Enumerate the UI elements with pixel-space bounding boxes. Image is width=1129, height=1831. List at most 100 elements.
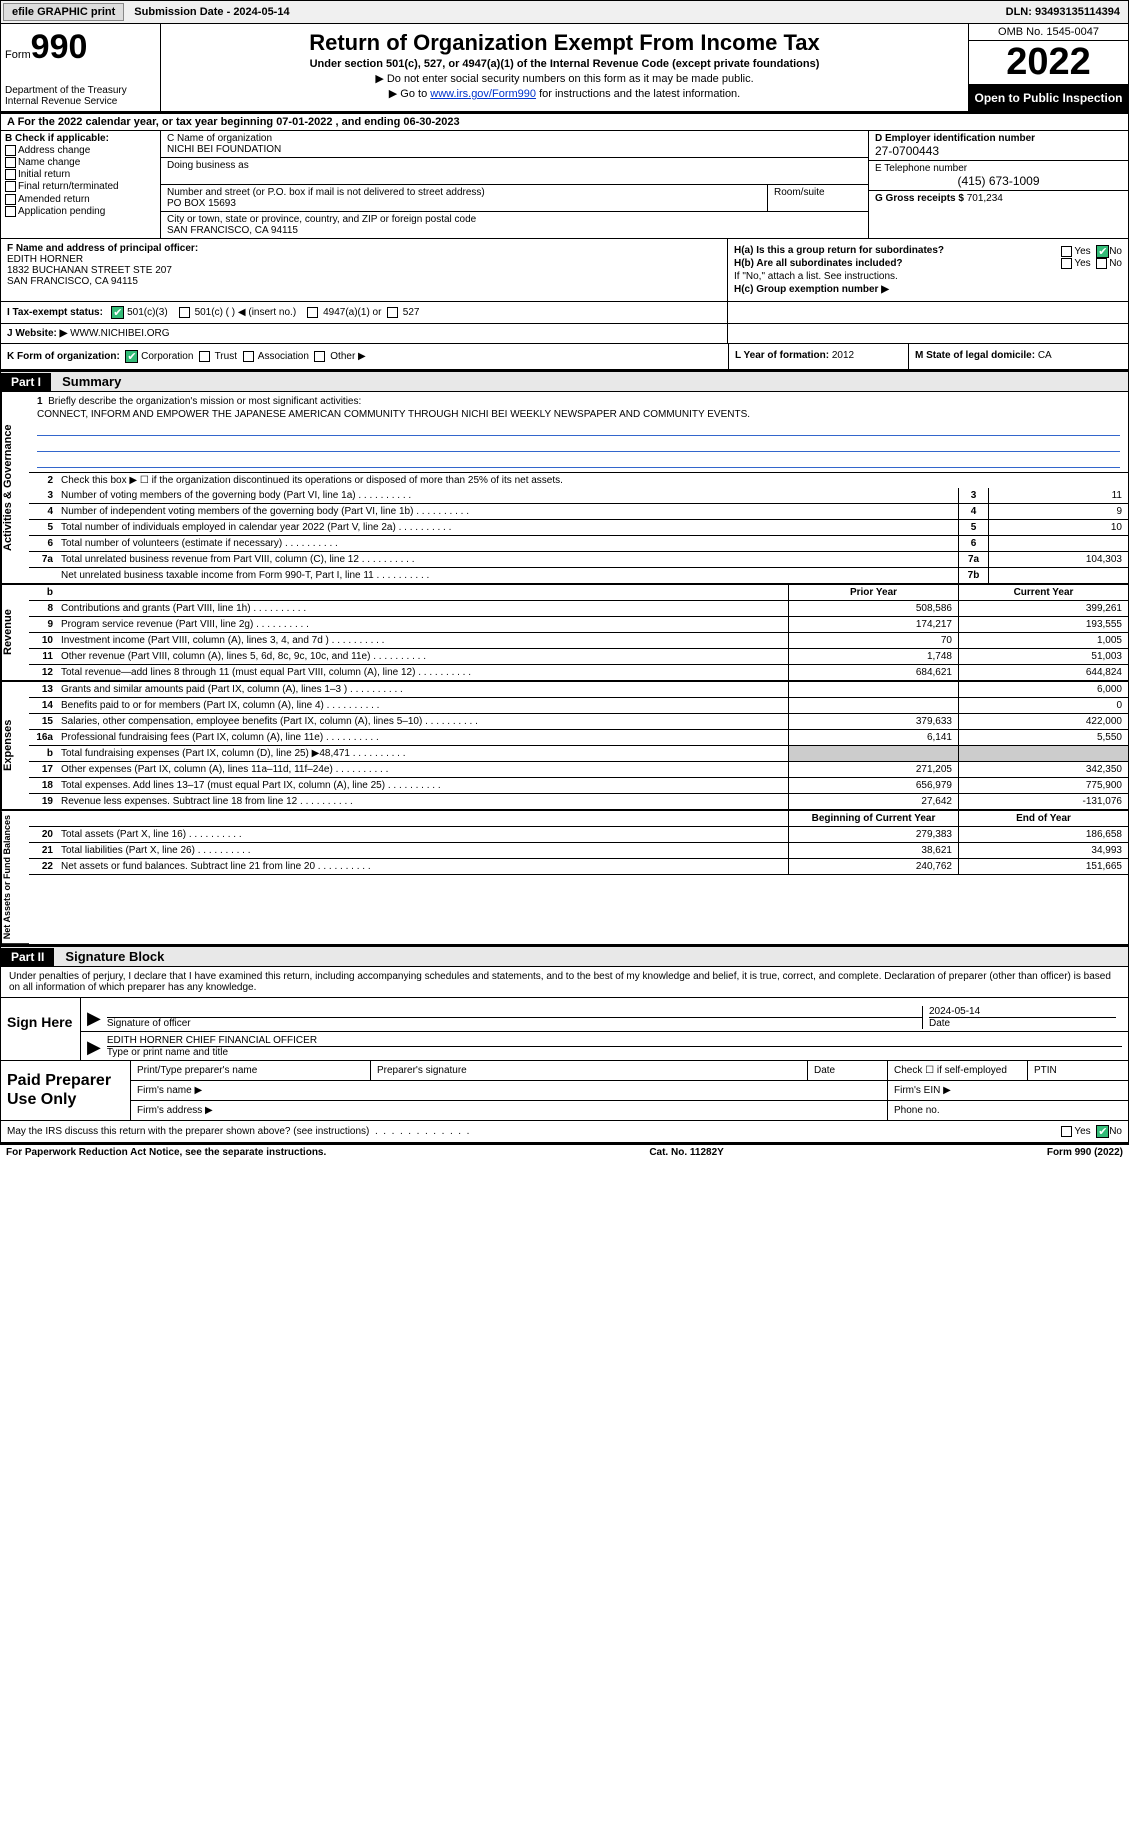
penalty-text: Under penalties of perjury, I declare th… bbox=[1, 967, 1128, 998]
summary-row: 4Number of independent voting members of… bbox=[29, 504, 1128, 520]
lbl-no: No bbox=[1109, 246, 1122, 257]
col-b-checkboxes: B Check if applicable: Address change Na… bbox=[1, 131, 161, 238]
lbl-501c3: 501(c)(3) bbox=[127, 307, 168, 318]
lbl-address-change: Address change bbox=[18, 145, 90, 156]
chk-501c3[interactable] bbox=[111, 306, 124, 319]
side-expenses: Expenses bbox=[1, 682, 29, 810]
blue-line-3 bbox=[37, 454, 1120, 468]
form-subtitle-2: ▶ Do not enter social security numbers o… bbox=[165, 72, 964, 85]
chk-discuss-yes[interactable] bbox=[1061, 1126, 1072, 1137]
chk-ha-yes[interactable] bbox=[1061, 246, 1072, 257]
chk-assoc[interactable] bbox=[243, 351, 254, 362]
prep-sig-label: Preparer's signature bbox=[371, 1061, 808, 1080]
blue-line-2 bbox=[37, 438, 1120, 452]
summary-row: 9Program service revenue (Part VIII, lin… bbox=[29, 617, 1128, 633]
officer-addr1: 1832 BUCHANAN STREET STE 207 bbox=[7, 265, 721, 276]
summary-row: bTotal fundraising expenses (Part IX, co… bbox=[29, 746, 1128, 762]
summary-row: 14Benefits paid to or for members (Part … bbox=[29, 698, 1128, 714]
prep-name-label: Print/Type preparer's name bbox=[131, 1061, 371, 1080]
firm-phone-label: Phone no. bbox=[888, 1101, 1128, 1120]
phone-value: (415) 673-1009 bbox=[875, 174, 1122, 188]
chk-name-change[interactable] bbox=[5, 157, 16, 168]
chk-501c[interactable] bbox=[179, 307, 190, 318]
state-domicile-label: M State of legal domicile: bbox=[915, 350, 1035, 361]
chk-4947[interactable] bbox=[307, 307, 318, 318]
city-label: City or town, state or province, country… bbox=[167, 214, 862, 225]
dln-label: DLN: 93493135114394 bbox=[998, 4, 1128, 20]
footer-left: For Paperwork Reduction Act Notice, see … bbox=[6, 1147, 326, 1158]
hb-note: If "No," attach a list. See instructions… bbox=[734, 271, 1122, 282]
prep-date-label: Date bbox=[808, 1061, 888, 1080]
form-header: Form990 Department of the Treasury Inter… bbox=[0, 24, 1129, 112]
lbl-527: 527 bbox=[403, 307, 420, 318]
expenses-block: Expenses 13Grants and similar amounts pa… bbox=[0, 682, 1129, 811]
sig-date-label: Date bbox=[929, 1017, 1116, 1029]
irs-link[interactable]: www.irs.gov/Form990 bbox=[430, 88, 536, 100]
k-label: K Form of organization: bbox=[7, 351, 120, 362]
part2-bar: Part II Signature Block bbox=[0, 945, 1129, 967]
summary-row: 6Total number of volunteers (estimate if… bbox=[29, 536, 1128, 552]
efile-print-button[interactable]: efile GRAPHIC print bbox=[3, 3, 124, 21]
lbl-corp: Corporation bbox=[141, 351, 193, 362]
officer-name: EDITH HORNER bbox=[7, 254, 721, 265]
chk-other[interactable] bbox=[314, 351, 325, 362]
tax-year: 2022 bbox=[969, 41, 1128, 85]
lbl-amended: Amended return bbox=[18, 194, 90, 205]
chk-hb-no[interactable] bbox=[1096, 258, 1107, 269]
summary-row: 21Total liabilities (Part X, line 26)38,… bbox=[29, 843, 1128, 859]
chk-discuss-no[interactable] bbox=[1096, 1125, 1109, 1138]
year-formation-label: L Year of formation: bbox=[735, 350, 829, 361]
sig-arrow-icon-2: ▶ bbox=[87, 1037, 101, 1058]
chk-trust[interactable] bbox=[199, 351, 210, 362]
section-bcd: B Check if applicable: Address change Na… bbox=[0, 131, 1129, 239]
summary-row: 20Total assets (Part X, line 16)279,3831… bbox=[29, 827, 1128, 843]
lbl-501c: 501(c) ( ) ◀ (insert no.) bbox=[195, 307, 297, 318]
form-subtitle-1: Under section 501(c), 527, or 4947(a)(1)… bbox=[165, 58, 964, 70]
submission-date: Submission Date - 2024-05-14 bbox=[126, 4, 297, 20]
blue-line-1 bbox=[37, 422, 1120, 436]
chk-amended[interactable] bbox=[5, 194, 16, 205]
footer-row: For Paperwork Reduction Act Notice, see … bbox=[0, 1143, 1129, 1160]
summary-row: 7aTotal unrelated business revenue from … bbox=[29, 552, 1128, 568]
hc-label: H(c) Group exemption number ▶ bbox=[734, 284, 1122, 295]
ein-label: D Employer identification number bbox=[875, 133, 1122, 144]
top-bar: efile GRAPHIC print Submission Date - 20… bbox=[0, 0, 1129, 24]
chk-final-return[interactable] bbox=[5, 181, 16, 192]
side-net-assets: Net Assets or Fund Balances bbox=[1, 811, 29, 944]
chk-app-pending[interactable] bbox=[5, 206, 16, 217]
header-right-block: OMB No. 1545-0047 2022 Open to Public In… bbox=[968, 24, 1128, 111]
preparer-section: Paid Preparer Use Only Print/Type prepar… bbox=[1, 1060, 1128, 1120]
summary-row: 13Grants and similar amounts paid (Part … bbox=[29, 682, 1128, 698]
part1-title: Summary bbox=[54, 372, 129, 391]
lbl-name-change: Name change bbox=[18, 157, 80, 168]
side-governance: Activities & Governance bbox=[1, 392, 29, 584]
governance-block: Activities & Governance 1 Briefly descri… bbox=[0, 392, 1129, 585]
summary-row: 3Number of voting members of the governi… bbox=[29, 488, 1128, 504]
prep-self-emp: Check ☐ if self-employed bbox=[888, 1061, 1028, 1080]
line2-text: Check this box ▶ ☐ if the organization d… bbox=[57, 473, 1128, 488]
city-value: SAN FRANCISCO, CA 94115 bbox=[167, 225, 862, 236]
form-label: Form bbox=[5, 49, 31, 61]
lbl-final-return: Final return/terminated bbox=[18, 182, 119, 193]
lbl-4947: 4947(a)(1) or bbox=[323, 307, 381, 318]
lbl-other: Other ▶ bbox=[330, 351, 365, 362]
name-title-label: Type or print name and title bbox=[107, 1047, 1122, 1058]
firm-name-label: Firm's name ▶ bbox=[131, 1081, 888, 1100]
lbl-discuss-yes: Yes bbox=[1074, 1126, 1090, 1137]
chk-corp[interactable] bbox=[125, 350, 138, 363]
current-year-header: Current Year bbox=[958, 585, 1128, 600]
omb-number: OMB No. 1545-0047 bbox=[969, 24, 1128, 41]
chk-ha-no[interactable] bbox=[1096, 245, 1109, 258]
chk-527[interactable] bbox=[387, 307, 398, 318]
f-label: F Name and address of principal officer: bbox=[7, 243, 721, 254]
lbl-app-pending: Application pending bbox=[18, 206, 105, 217]
chk-initial-return[interactable] bbox=[5, 169, 16, 180]
chk-address-change[interactable] bbox=[5, 145, 16, 156]
part2-label: Part II bbox=[1, 948, 54, 966]
chk-hb-yes[interactable] bbox=[1061, 258, 1072, 269]
summary-row: 5Total number of individuals employed in… bbox=[29, 520, 1128, 536]
form-number-block: Form990 Department of the Treasury Inter… bbox=[1, 24, 161, 111]
lbl-yes: Yes bbox=[1074, 246, 1090, 257]
revenue-block: Revenue b Prior Year Current Year 8Contr… bbox=[0, 585, 1129, 682]
summary-row: 12Total revenue—add lines 8 through 11 (… bbox=[29, 665, 1128, 681]
